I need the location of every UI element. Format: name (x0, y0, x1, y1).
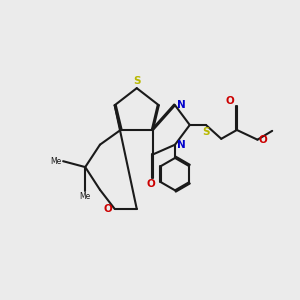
Text: Me: Me (80, 192, 91, 201)
Text: O: O (226, 96, 235, 106)
Text: O: O (146, 178, 155, 189)
Text: S: S (133, 76, 140, 86)
Text: O: O (103, 204, 112, 214)
Text: Me: Me (50, 157, 62, 166)
Text: O: O (259, 135, 268, 145)
Text: N: N (177, 140, 186, 150)
Text: N: N (177, 100, 186, 110)
Text: S: S (202, 127, 210, 137)
